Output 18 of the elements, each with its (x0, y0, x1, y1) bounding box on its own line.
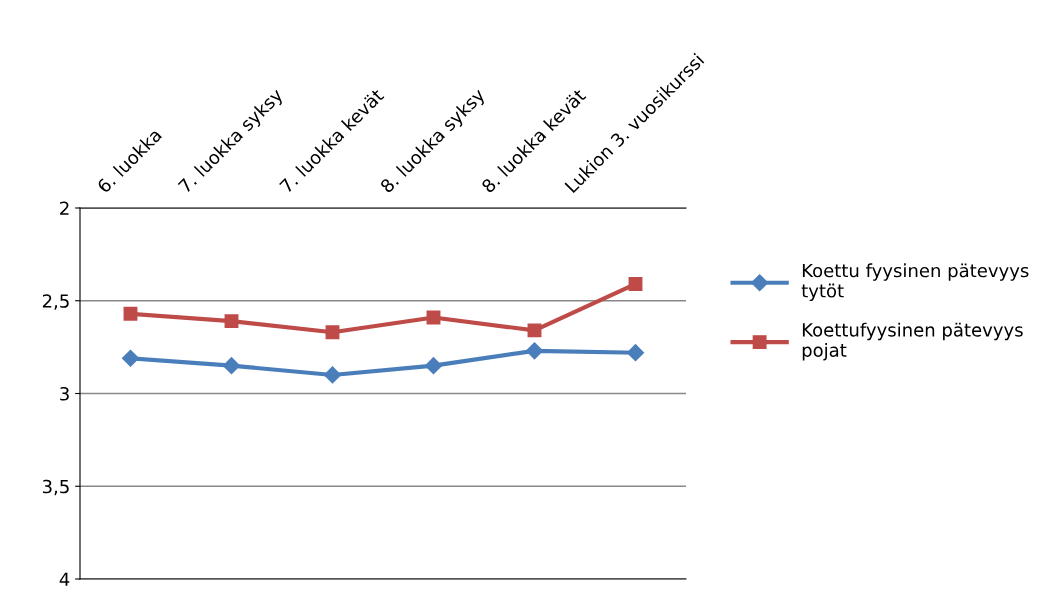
y-tick-label: 2,5 (42, 294, 69, 310)
point (224, 314, 239, 329)
legend-label: Koettufyysinen pätevyys pojat (802, 322, 1023, 361)
point (222, 357, 241, 375)
point (525, 342, 544, 360)
point (325, 325, 340, 340)
y-tick-label: 4 (59, 572, 70, 586)
y-tick-label: 2 (60, 201, 69, 215)
point (628, 277, 643, 292)
point (123, 306, 138, 321)
legend-label: Koettu fyysinen pätevyys tytöt (801, 263, 1029, 302)
point (527, 323, 542, 338)
point (424, 357, 443, 375)
y-tick-label: 3,5 (42, 479, 69, 496)
point (121, 349, 140, 367)
y-tick-label: 3 (60, 386, 69, 401)
point (323, 366, 342, 384)
point (626, 344, 645, 362)
